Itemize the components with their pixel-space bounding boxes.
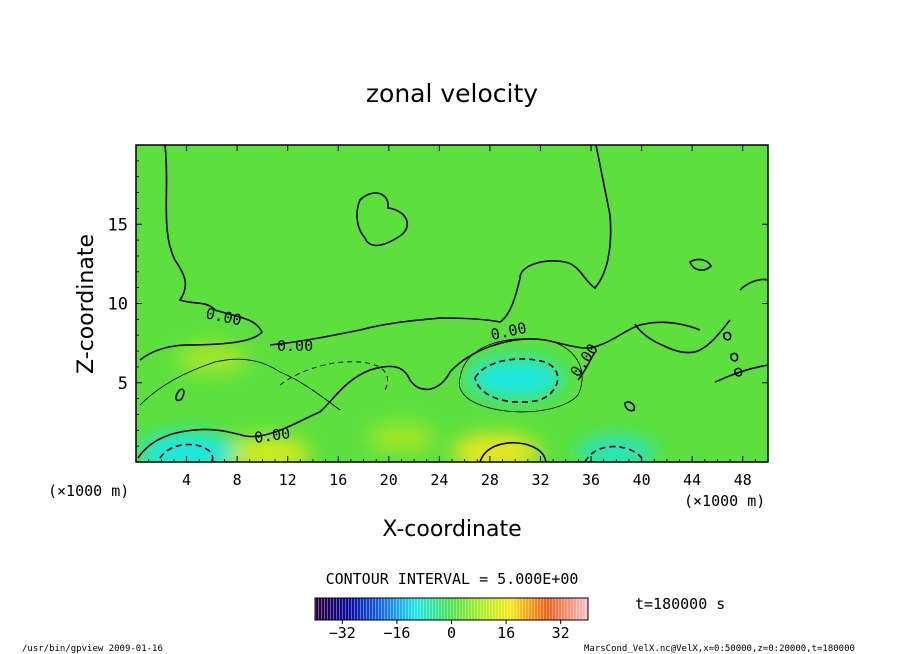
- x-axis-unit-left: (×1000 m): [48, 482, 129, 500]
- plot-area: 0.00 0.00 0.00 0.00 0.00: [136, 145, 768, 473]
- y-axis-label: Z-coordinate: [74, 234, 99, 374]
- x-axis-label: X-coordinate: [382, 517, 521, 542]
- field-feature: [577, 435, 656, 469]
- x-tick-label: 8: [233, 471, 242, 489]
- field-feature: [452, 433, 540, 471]
- x-tick-label: 44: [683, 471, 701, 489]
- field-feature: [138, 432, 235, 474]
- x-tick-label: 16: [329, 471, 347, 489]
- colorbar-stripes: [315, 598, 588, 620]
- x-tick-label: 28: [481, 471, 499, 489]
- x-tick-label: 40: [633, 471, 651, 489]
- x-tick-label: 4: [182, 471, 191, 489]
- footer-left: /usr/bin/gpview 2009-01-16: [22, 644, 163, 654]
- colorbar-ticks: −32 −16 0 16 32: [329, 620, 570, 642]
- contour-label: 0.00: [277, 337, 313, 355]
- field-feature: [368, 424, 434, 453]
- colorbar-tick-label: 32: [552, 624, 570, 642]
- colorbar-tick-label: −32: [329, 624, 356, 642]
- x-tick-label: 12: [279, 471, 297, 489]
- colorbar-tick-label: −16: [383, 624, 410, 642]
- y-tick-label: 5: [118, 374, 128, 394]
- colorbar-tick-label: 0: [447, 624, 456, 642]
- contour-interval-text: CONTOUR INTERVAL = 5.000E+00: [326, 570, 579, 588]
- x-tick-label: 48: [734, 471, 752, 489]
- time-text: t=180000 s: [635, 595, 725, 613]
- colorbar-tick-label: 16: [497, 624, 515, 642]
- x-tick-label: 24: [430, 471, 448, 489]
- x-tick-label: 36: [582, 471, 600, 489]
- y-tick-label: 10: [108, 295, 128, 315]
- x-axis-unit-right: (×1000 m): [684, 492, 765, 510]
- colorbar: −32 −16 0 16 32: [315, 598, 588, 642]
- y-tick-label: 15: [108, 215, 128, 235]
- x-tick-label: 20: [380, 471, 398, 489]
- x-tick-label: 32: [531, 471, 549, 489]
- field-background: [136, 145, 768, 462]
- chart-title: zonal velocity: [366, 79, 538, 108]
- footer-right: MarsCond_VelX.nc@VelX,x=0:50000,z=0:2000…: [584, 644, 855, 654]
